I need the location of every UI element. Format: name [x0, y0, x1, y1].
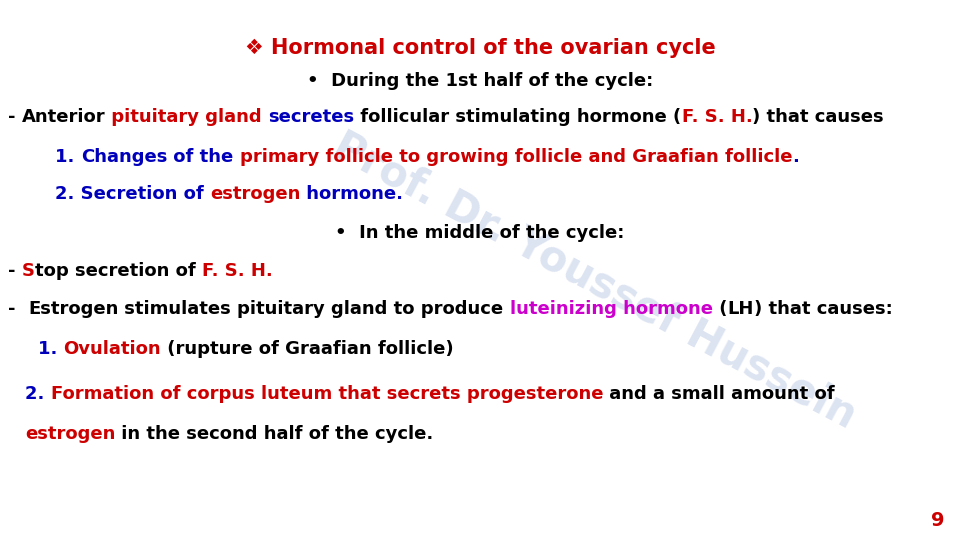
Text: S: S [22, 262, 35, 280]
Text: ) that causes: ) that causes [753, 108, 884, 126]
Text: .: . [792, 148, 799, 166]
Text: 2. Secretion of: 2. Secretion of [55, 185, 210, 203]
Text: follicular stimulating hormone (: follicular stimulating hormone ( [354, 108, 682, 126]
Text: stimulates pituitary gland to produce: stimulates pituitary gland to produce [118, 300, 510, 318]
Text: 9: 9 [931, 511, 945, 530]
Text: LH: LH [728, 300, 754, 318]
Text: Ovulation: Ovulation [63, 340, 161, 358]
Text: 2.: 2. [25, 385, 51, 403]
Text: in the second half of the cycle.: in the second half of the cycle. [115, 425, 434, 443]
Text: •  In the middle of the cycle:: • In the middle of the cycle: [335, 224, 625, 242]
Text: Estrogen: Estrogen [28, 300, 118, 318]
Text: (: ( [712, 300, 728, 318]
Text: (rupture of Graafian follicle): (rupture of Graafian follicle) [161, 340, 454, 358]
Text: ) that causes:: ) that causes: [754, 300, 893, 318]
Text: -: - [8, 300, 28, 318]
Text: estrogen: estrogen [25, 425, 115, 443]
Text: pituitary gland: pituitary gland [106, 108, 268, 126]
Text: primary follicle to growing follicle and Graafian follicle: primary follicle to growing follicle and… [239, 148, 792, 166]
Text: estrogen: estrogen [210, 185, 300, 203]
Text: Prof. Dr. Youssef Hussein: Prof. Dr. Youssef Hussein [326, 125, 864, 437]
Text: top secretion of: top secretion of [35, 262, 202, 280]
Text: •  During the 1st half of the cycle:: • During the 1st half of the cycle: [307, 72, 653, 90]
Text: Formation of corpus luteum that secrets progesterone: Formation of corpus luteum that secrets … [51, 385, 603, 403]
Text: Changes: Changes [81, 148, 167, 166]
Text: ❖ Hormonal control of the ovarian cycle: ❖ Hormonal control of the ovarian cycle [245, 38, 715, 58]
Text: Anterior: Anterior [22, 108, 106, 126]
Text: F. S. H.: F. S. H. [202, 262, 273, 280]
Text: -: - [8, 262, 22, 280]
Text: of the: of the [167, 148, 239, 166]
Text: 1.: 1. [55, 148, 81, 166]
Text: F. S. H.: F. S. H. [682, 108, 753, 126]
Text: luteinizing hormone: luteinizing hormone [510, 300, 712, 318]
Text: 1.: 1. [38, 340, 63, 358]
Text: and a small amount of: and a small amount of [603, 385, 835, 403]
Text: hormone.: hormone. [300, 185, 403, 203]
Text: secretes: secretes [268, 108, 354, 126]
Text: -: - [8, 108, 22, 126]
